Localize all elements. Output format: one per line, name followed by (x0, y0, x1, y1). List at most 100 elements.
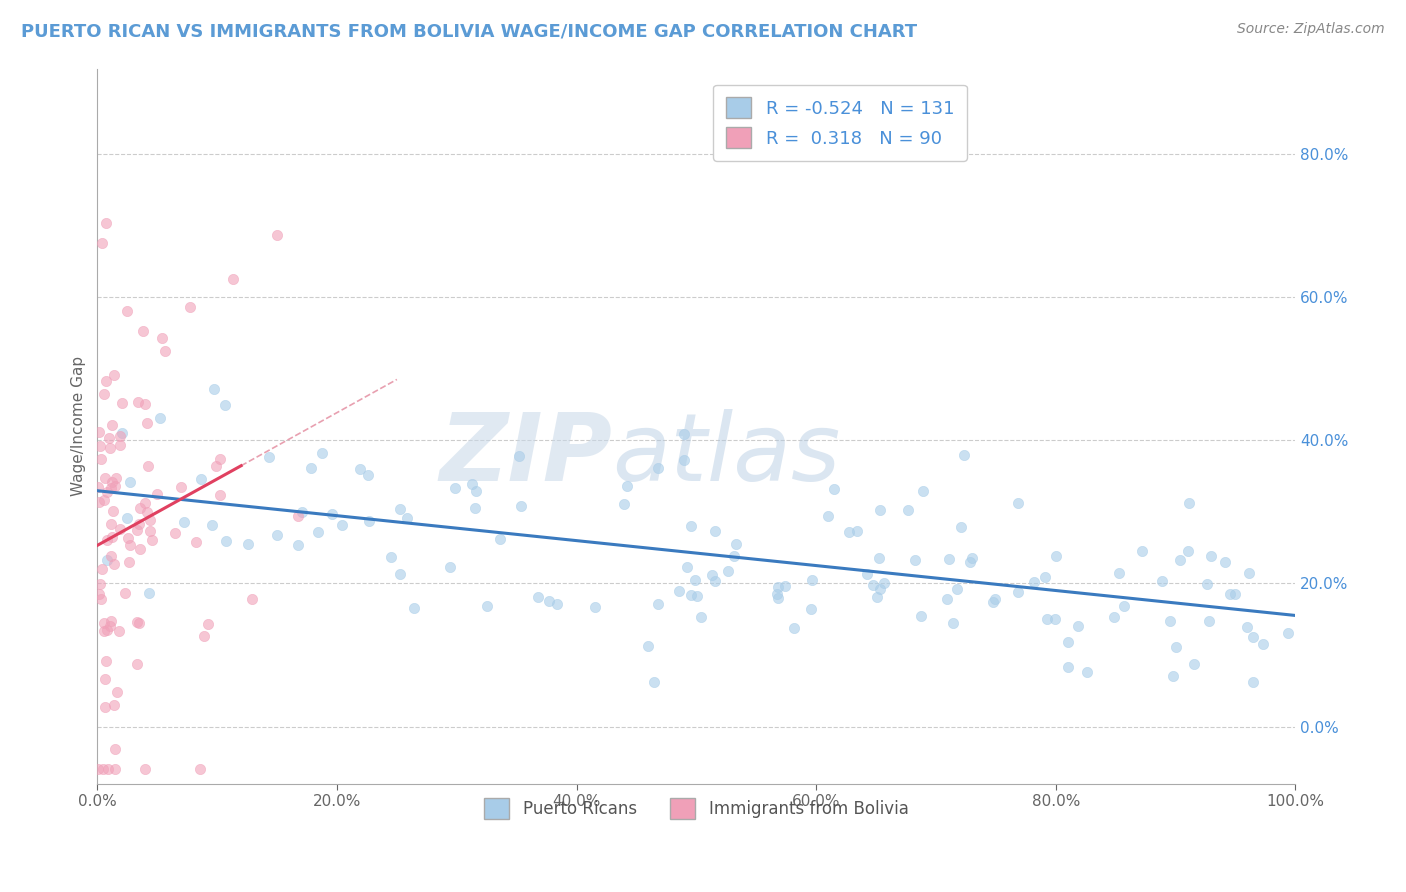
Point (1241, 675, 1264, 690)
Point (108, 624, 131, 638)
Point (1022, 574, 1045, 589)
Point (163, 525, 186, 540)
Point (98, 431, 121, 445)
Point (299, 461, 322, 475)
Point (96, 484, 118, 499)
Point (101, 418, 124, 433)
Point (526, 590, 548, 604)
Point (869, 503, 891, 517)
Point (938, 552, 960, 566)
Point (1102, 610, 1125, 624)
Point (824, 482, 846, 496)
Point (111, 396, 134, 410)
Point (134, 397, 156, 411)
Point (866, 590, 889, 604)
Point (205, 459, 228, 474)
Point (1112, 599, 1135, 613)
Point (236, 537, 259, 551)
Point (904, 553, 927, 567)
Point (897, 503, 920, 517)
Point (153, 343, 176, 358)
Text: ZIP: ZIP (440, 409, 613, 500)
Point (679, 588, 702, 602)
Point (138, 513, 160, 527)
Point (1241, 631, 1264, 645)
Point (89, 587, 111, 601)
Point (98, 442, 121, 456)
Point (134, 763, 156, 777)
Point (311, 445, 333, 459)
Point (1045, 549, 1067, 563)
Point (94, 374, 117, 388)
Point (583, 600, 606, 615)
Point (240, 592, 263, 607)
Point (1236, 620, 1258, 634)
Point (1007, 584, 1029, 599)
Point (193, 629, 215, 643)
Point (817, 509, 839, 524)
Point (704, 574, 727, 588)
Point (87, 763, 110, 777)
Point (215, 533, 238, 548)
Point (942, 615, 965, 630)
Point (96, 552, 118, 566)
Point (266, 228, 288, 243)
Point (117, 531, 139, 545)
Point (197, 616, 219, 631)
Point (668, 584, 690, 599)
Point (643, 674, 665, 689)
Point (104, 479, 127, 493)
Point (1036, 612, 1059, 626)
Point (953, 448, 976, 462)
Point (773, 579, 796, 593)
Point (538, 594, 561, 608)
Point (616, 479, 638, 493)
Point (96, 763, 118, 777)
Point (946, 582, 969, 596)
Point (96, 533, 118, 547)
Point (136, 458, 159, 473)
Point (1225, 587, 1247, 601)
Point (91, 562, 114, 576)
Point (704, 524, 727, 538)
Point (103, 368, 125, 382)
Point (87, 425, 110, 439)
Point (125, 657, 148, 672)
Point (981, 595, 1004, 609)
Point (838, 525, 860, 540)
Point (120, 538, 142, 552)
Point (125, 523, 148, 537)
Point (1076, 665, 1098, 680)
Point (101, 475, 124, 489)
Point (100, 517, 122, 532)
Point (846, 524, 869, 538)
Point (1033, 570, 1056, 584)
Point (800, 573, 823, 587)
Point (647, 598, 669, 612)
Point (1007, 496, 1029, 510)
Point (114, 586, 136, 600)
Point (103, 558, 125, 572)
Point (307, 525, 329, 540)
Point (675, 559, 697, 574)
Point (856, 566, 879, 581)
Point (93, 470, 115, 484)
Legend: Puerto Ricans, Immigrants from Bolivia: Puerto Ricans, Immigrants from Bolivia (478, 792, 915, 825)
Point (683, 574, 706, 588)
Point (127, 394, 149, 409)
Point (222, 272, 245, 286)
Point (87, 495, 110, 509)
Point (93, 615, 115, 630)
Point (672, 427, 695, 442)
Point (464, 500, 486, 515)
Point (637, 639, 659, 653)
Point (179, 300, 201, 314)
Point (1067, 618, 1090, 632)
Point (868, 550, 890, 565)
Point (439, 559, 461, 574)
Point (94, 654, 117, 668)
Point (321, 507, 343, 521)
Point (90, 591, 112, 606)
Point (89, 439, 111, 453)
Point (136, 505, 159, 519)
